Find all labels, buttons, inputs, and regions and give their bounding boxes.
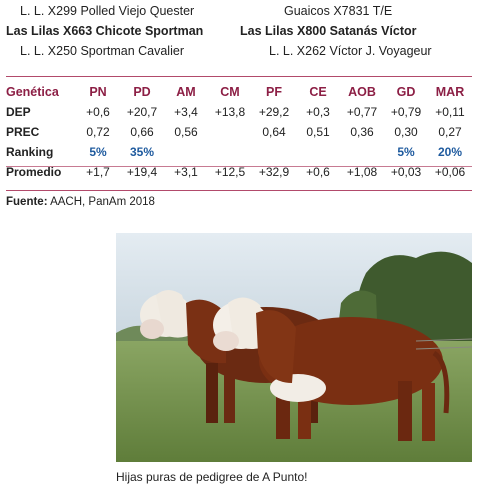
ranking-cell: [296, 142, 340, 162]
table-cell: +1,7: [86, 165, 110, 179]
table-cell: 0,72: [86, 125, 110, 139]
source-label: Fuente:: [6, 196, 48, 208]
table-cell: 0,66: [130, 125, 154, 139]
table-cell: 0,56: [174, 125, 198, 139]
ranking-cell: 35%: [129, 145, 155, 159]
pedigree-sire-granddam: L. L. X250 Sportman Cavalier: [20, 42, 184, 60]
column-header: AOB: [348, 85, 376, 99]
column-header: CM: [220, 85, 240, 99]
row-label: DEP: [6, 105, 31, 119]
table-cell: +0,3: [306, 105, 330, 119]
table-cell: 0,64: [262, 125, 286, 139]
source-note: Fuente: AACH, PanAm 2018: [6, 196, 155, 208]
pedigree-sire-grandsire: L. L. X299 Polled Viejo Quester: [20, 2, 194, 20]
ranking-cell: 20%: [437, 145, 463, 159]
table-row: PREC 0,72 0,66 0,56 0,64 0,51 0,36 0,30 …: [6, 122, 472, 142]
table-cell: +32,9: [258, 165, 290, 179]
column-header: PD: [133, 85, 151, 99]
table-cell: +12,5: [214, 165, 246, 179]
pedigree-text: Las Lilas: [240, 24, 297, 38]
ranking-cell: 5%: [397, 145, 415, 159]
pedigree-dam-grandsire: Guaicos X7831 T/E: [284, 2, 392, 20]
pedigree-dam-granddam: L. L. X262 Víctor J. Voyageur: [269, 42, 432, 60]
pedigree-text: Las Lilas: [6, 24, 63, 38]
pedigree-row: L. L. X299 Polled Viejo Quester Guaicos …: [0, 2, 481, 20]
pedigree-row: L. L. X250 Sportman Cavalier L. L. X262 …: [0, 42, 481, 60]
photo-caption: Hijas puras de pedigree de A Punto!: [116, 470, 308, 484]
ranking-cell: [164, 142, 208, 162]
table-cell: 0,36: [350, 125, 374, 139]
table-row: Ranking 5% 35% 5% 20%: [6, 142, 472, 162]
source-text: AACH, PanAm 2018: [47, 196, 155, 208]
ranking-cell: 5%: [89, 145, 107, 159]
table-cell: [208, 122, 252, 142]
pedigree-block: L. L. X299 Polled Viejo Quester Guaicos …: [0, 0, 481, 62]
ranking-cell: [252, 142, 296, 162]
pedigree-dam-sire: Las Lilas X800 Satanás Víctor: [240, 22, 417, 40]
table-cell: 0,27: [438, 125, 462, 139]
pedigree-sire: Las Lilas X663 Chicote Sportman: [6, 22, 203, 40]
table-cell: 0,30: [394, 125, 418, 139]
table-cell: +1,08: [346, 165, 378, 179]
table-cell: +0,77: [346, 105, 378, 119]
table-cell: +20,7: [126, 105, 158, 119]
pedigree-row: Las Lilas X663 Chicote Sportman Las Lila…: [0, 22, 481, 40]
table-cell: +0,11: [435, 105, 465, 119]
pedigree-text: Guaicos X7831 T/E: [284, 4, 393, 18]
average-top-rule: [6, 166, 472, 167]
table-cell: +13,8: [214, 105, 246, 119]
table-header-row: Genética PN PD AM CM PF CE AOB GD MAR: [6, 82, 472, 102]
photo-illustration: [116, 233, 472, 462]
table-cell: 0,51: [306, 125, 330, 139]
table-cell: +29,2: [258, 105, 290, 119]
genetics-table: Genética PN PD AM CM PF CE AOB GD MAR DE…: [6, 82, 472, 182]
average-row: Promedio +1,7 +19,4 +3,1 +12,5 +32,9 +0,…: [6, 162, 472, 182]
pedigree-text: X663 Chicote Sportman: [62, 24, 204, 38]
column-header: PF: [266, 85, 282, 99]
table-cell: +19,4: [126, 165, 158, 179]
table-cell: +3,4: [174, 105, 198, 119]
table-cell: +0,6: [86, 105, 110, 119]
hereford-heifers-photo: [116, 233, 472, 462]
pedigree-text: L. L. X262 Víctor J. Voyageur: [269, 44, 432, 58]
column-header: AM: [176, 85, 196, 99]
pedigree-text: L. L. X299 Polled Viejo Quester: [20, 4, 195, 18]
table-cell: +0,03: [390, 165, 422, 179]
table-row: DEP +0,6 +20,7 +3,4 +13,8 +29,2 +0,3 +0,…: [6, 102, 472, 122]
column-header: PN: [89, 85, 107, 99]
table-bottom-rule: [6, 190, 472, 191]
table-top-rule: [6, 76, 472, 77]
pedigree-text: L. L. X250 Sportman Cavalier: [20, 44, 184, 58]
ranking-cell: [208, 142, 252, 162]
row-label: Ranking: [6, 145, 54, 159]
table-cell: +3,1: [174, 165, 198, 179]
table-cell: +0,6: [306, 165, 330, 179]
column-header: MAR: [435, 85, 465, 99]
table-cell: +0,06: [434, 165, 466, 179]
table-cell: +0,79: [390, 105, 422, 119]
row-label: Promedio: [6, 165, 62, 179]
column-header: CE: [309, 85, 327, 99]
table-header-label: Genética: [6, 85, 59, 99]
column-header: GD: [396, 85, 416, 99]
row-label: PREC: [6, 125, 40, 139]
pedigree-text: X800 Satanás Víctor: [296, 24, 417, 38]
ranking-cell: [340, 142, 384, 162]
